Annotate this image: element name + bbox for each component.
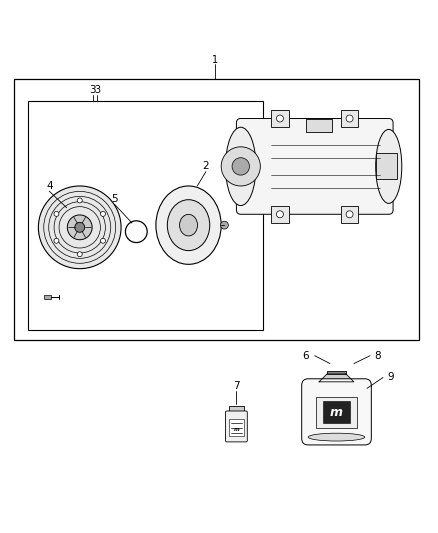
Text: m: m	[330, 406, 343, 419]
Polygon shape	[319, 373, 354, 382]
Circle shape	[54, 238, 59, 243]
Text: 7: 7	[233, 381, 240, 391]
Bar	[306, 118, 332, 132]
Ellipse shape	[376, 130, 402, 204]
Text: 6: 6	[303, 351, 309, 361]
Bar	[376, 154, 397, 180]
Ellipse shape	[167, 200, 210, 251]
Circle shape	[101, 212, 106, 216]
Text: 5: 5	[111, 194, 118, 204]
Text: 1: 1	[212, 55, 218, 65]
Bar	[271, 110, 289, 127]
Circle shape	[54, 212, 59, 216]
Circle shape	[220, 221, 228, 229]
Bar	[28, 101, 262, 329]
Bar	[14, 79, 419, 341]
Bar	[271, 206, 289, 223]
Ellipse shape	[308, 433, 365, 441]
Circle shape	[77, 252, 82, 257]
Circle shape	[77, 198, 82, 203]
Text: m: m	[233, 427, 239, 432]
Bar	[229, 419, 244, 436]
Circle shape	[101, 238, 106, 243]
Circle shape	[346, 115, 353, 122]
Circle shape	[39, 186, 121, 269]
Text: 8: 8	[374, 351, 381, 361]
Circle shape	[221, 147, 260, 186]
Bar	[229, 406, 244, 413]
Bar	[323, 401, 350, 423]
Bar	[328, 381, 344, 386]
Bar	[341, 110, 358, 127]
FancyBboxPatch shape	[302, 379, 371, 445]
Circle shape	[232, 158, 250, 175]
Text: 9: 9	[388, 373, 394, 383]
Bar	[316, 397, 357, 427]
Text: 4: 4	[46, 181, 53, 191]
Text: 3: 3	[94, 85, 100, 95]
Ellipse shape	[226, 127, 256, 206]
Bar	[341, 206, 358, 223]
Bar	[44, 295, 50, 299]
Circle shape	[346, 211, 353, 218]
Circle shape	[75, 222, 85, 232]
FancyBboxPatch shape	[237, 118, 393, 214]
Text: 2: 2	[203, 161, 209, 172]
Text: 3: 3	[89, 85, 96, 95]
Circle shape	[67, 215, 92, 240]
FancyBboxPatch shape	[226, 411, 247, 442]
Bar	[327, 371, 346, 375]
Ellipse shape	[180, 214, 198, 236]
Circle shape	[276, 211, 283, 218]
Circle shape	[276, 115, 283, 122]
Ellipse shape	[156, 186, 221, 264]
